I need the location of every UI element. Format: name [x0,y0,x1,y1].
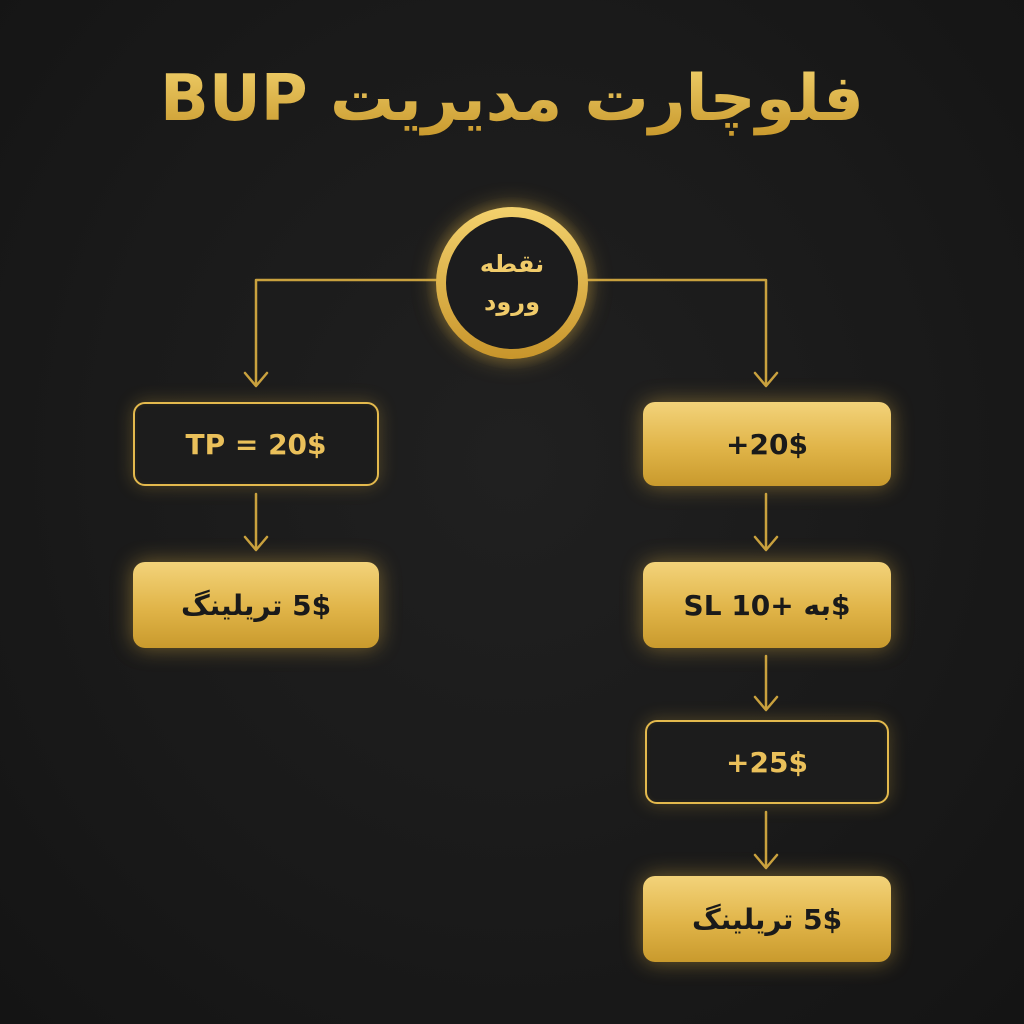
arrowhead-right-2 [753,695,779,712]
right-box-trailing: 5$ تریلینگ [643,876,891,962]
arrowhead-entry-right [753,371,779,388]
page-title: فلوچارت مدیریت BUP [0,62,1024,136]
entry-node-inner: نقطه ورود [446,217,578,349]
right-box-plus20: +20$ [643,402,891,486]
entry-node-label: نقطه ورود [479,250,545,316]
arrowhead-entry-left [243,371,269,388]
arrowhead-right-1 [753,535,779,552]
right-box-plus25: +25$ [645,720,889,804]
connector-entry-right [586,278,768,386]
arrowhead-left-1 [243,535,269,552]
left-box-trailing: 5$ تریلینگ [133,562,379,648]
left-box-tp: TP = 20$ [133,402,379,486]
connector-entry-left [254,278,438,386]
arrowhead-right-3 [753,853,779,870]
right-box-sl: SL به +10$ [643,562,891,648]
